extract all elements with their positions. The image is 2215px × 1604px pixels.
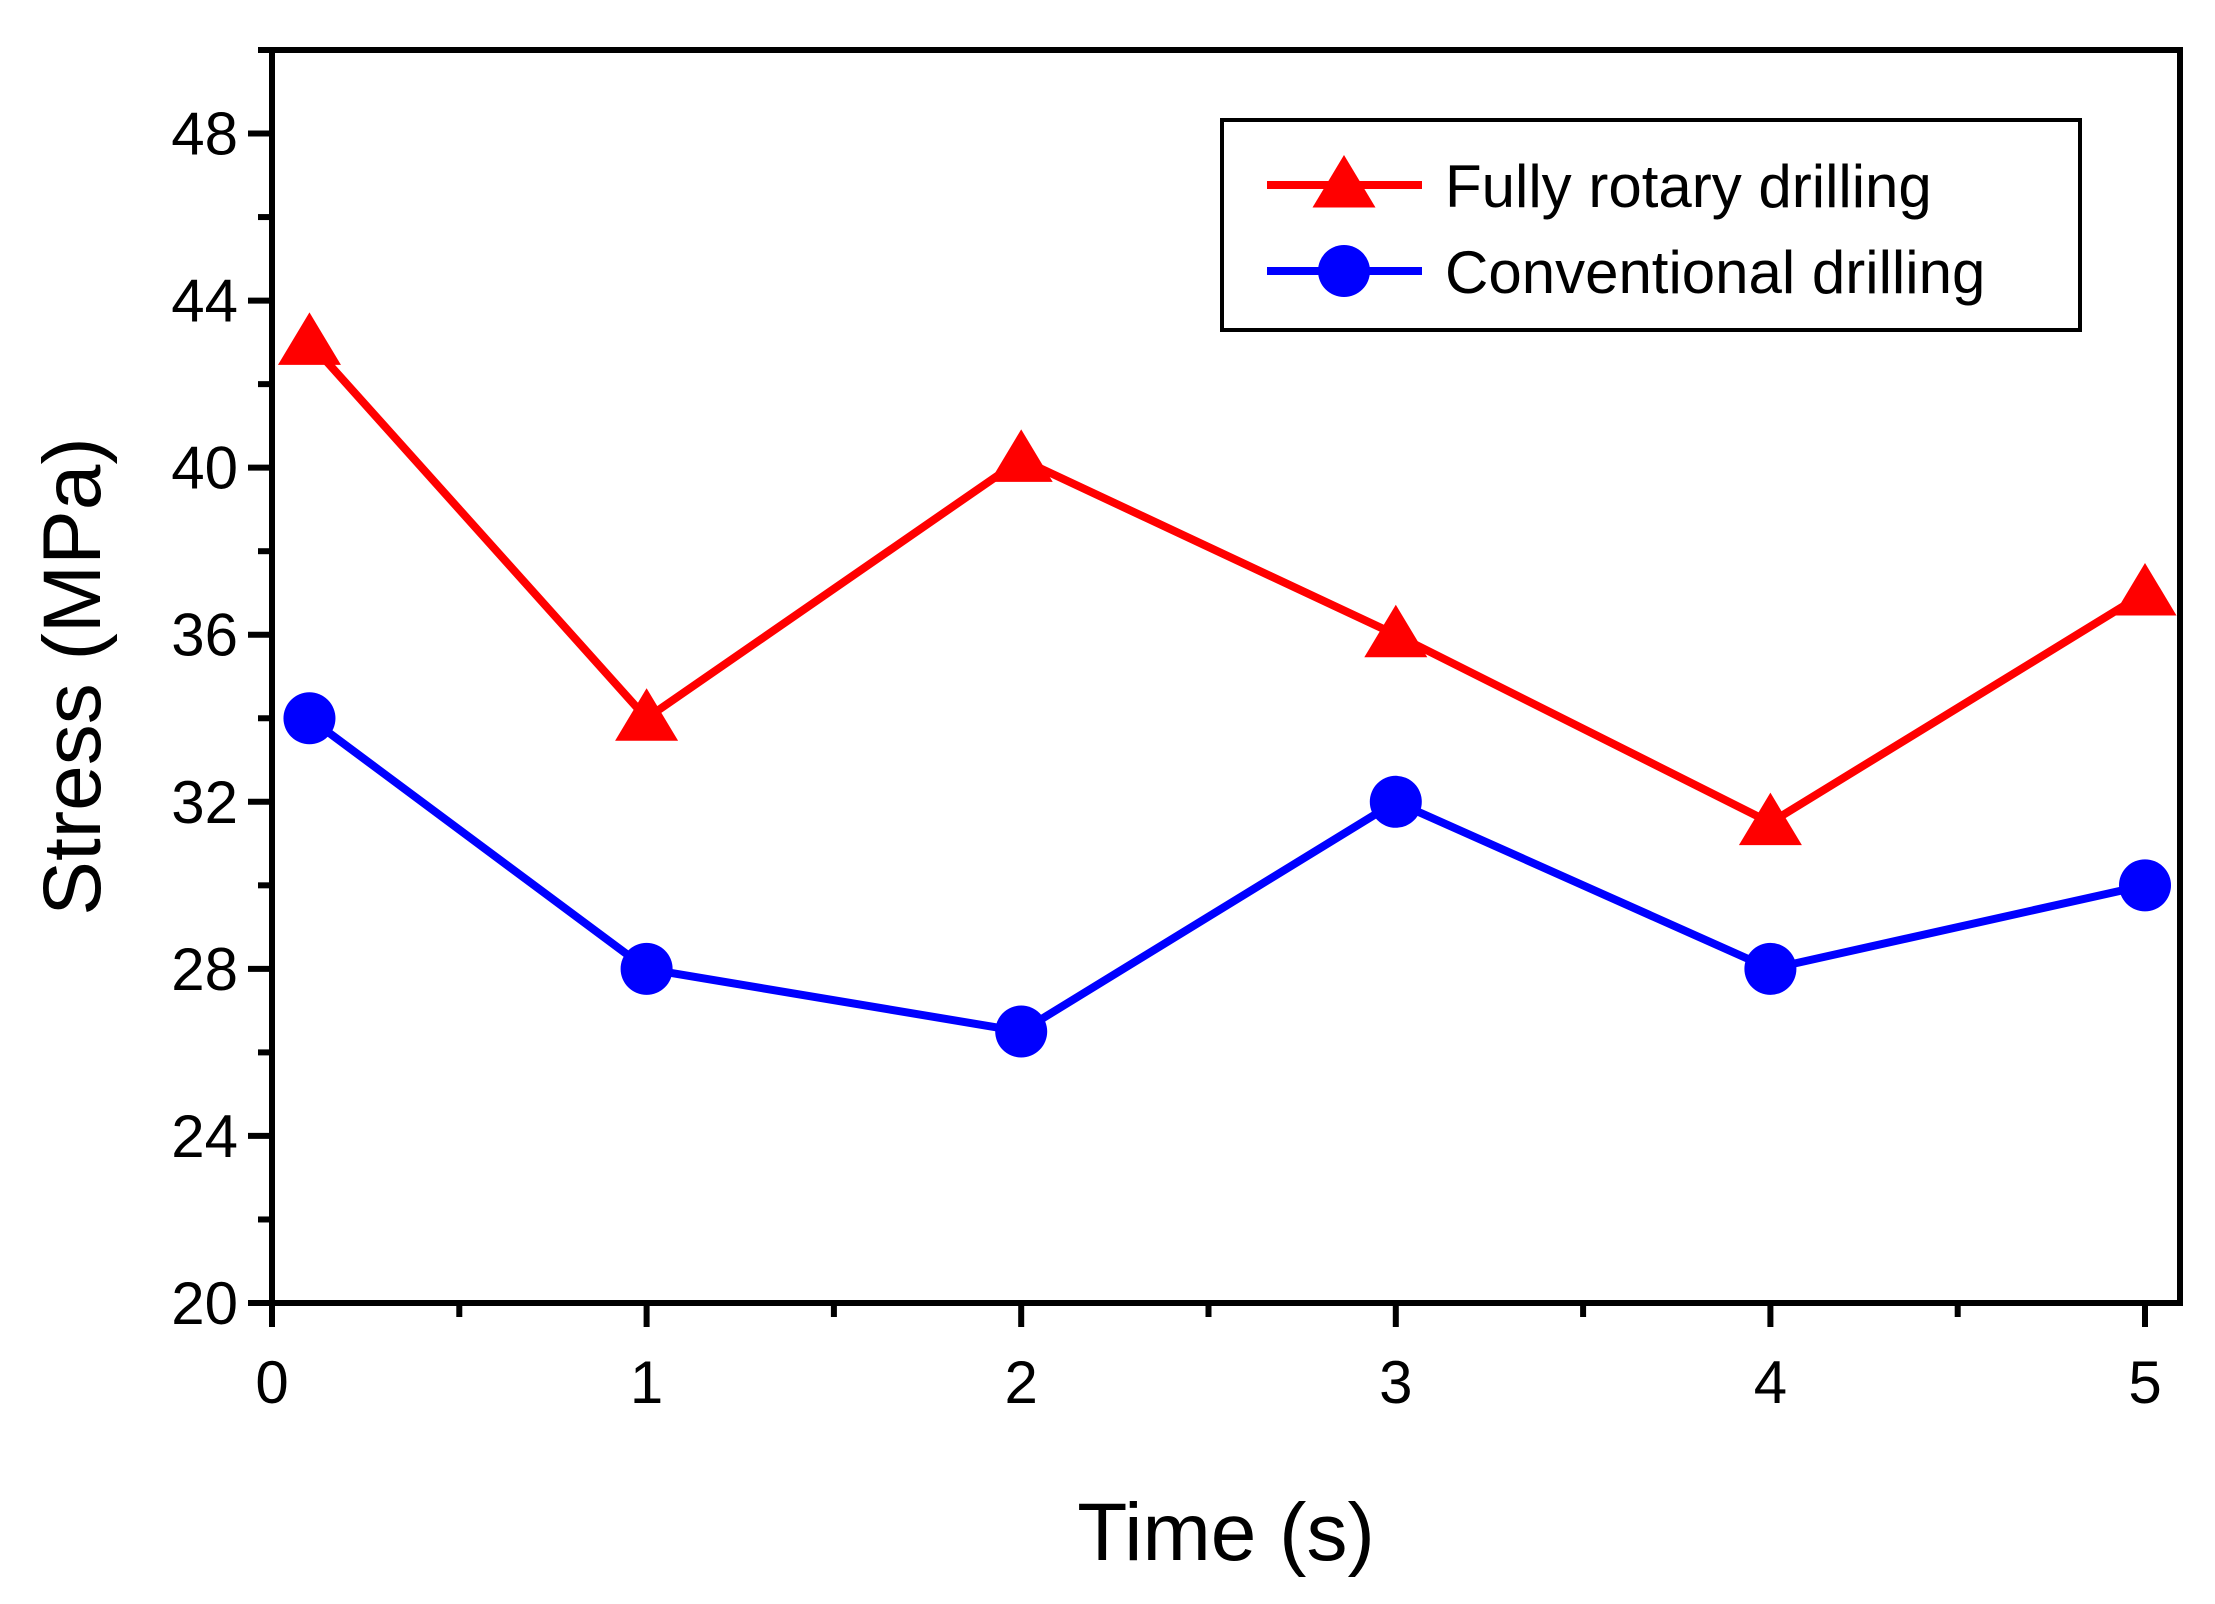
series-2 — [283, 692, 2171, 1058]
data-point-triangle — [1738, 792, 1802, 846]
x-tick-label: 4 — [1754, 1349, 1787, 1416]
data-point-circle — [620, 942, 673, 995]
legend-label: Fully rotary drilling — [1445, 153, 1932, 220]
data-point-circle — [995, 1005, 1048, 1058]
x-tick-label: 1 — [630, 1349, 663, 1416]
legend-marker-circle — [1318, 245, 1370, 297]
data-point-triangle — [989, 429, 1053, 482]
data-point-circle — [1744, 942, 1797, 995]
series-line — [307, 715, 2146, 1036]
data-point-circle — [283, 692, 336, 745]
major-ticks — [248, 130, 2148, 1327]
series-1 — [277, 312, 2177, 846]
y-tick-label: 20 — [171, 1270, 238, 1337]
x-tick-label: 5 — [2128, 1349, 2161, 1416]
plot-frame — [269, 47, 2183, 1306]
y-tick-label: 28 — [171, 936, 238, 1003]
legend-entry: Conventional drilling — [1267, 239, 1985, 306]
y-tick-label: 24 — [171, 1103, 238, 1170]
x-axis-title: Time (s) — [1077, 1487, 1375, 1578]
y-tick-label: 32 — [171, 769, 238, 836]
legend: Fully rotary drilling Conventional drilli… — [1220, 118, 2082, 332]
y-tick-label: 48 — [171, 101, 238, 168]
y-axis-title: Stress (MPa) — [27, 437, 118, 915]
data-point-triangle — [2113, 562, 2177, 616]
legend-entry: Fully rotary drilling — [1267, 153, 1932, 220]
x-tick-label: 2 — [1005, 1349, 1038, 1416]
y-tick-label: 36 — [171, 602, 238, 669]
y-tick-label: 40 — [171, 435, 238, 502]
data-point-circle — [1369, 775, 1422, 828]
data-point-circle — [2119, 859, 2171, 912]
tick-labels: 20 24 28 32 36 40 44 48 0 1 2 3 4 5 — [171, 101, 2161, 1416]
series-line — [306, 339, 2148, 828]
legend-box — [1220, 118, 2082, 332]
series-layer — [277, 312, 2177, 1058]
x-tick-label: 3 — [1379, 1349, 1412, 1416]
legend-label: Conventional drilling — [1445, 239, 1985, 306]
data-point-triangle — [615, 688, 679, 741]
data-point-triangle — [1364, 604, 1428, 658]
data-point-triangle — [277, 312, 341, 365]
x-tick-label: 0 — [255, 1349, 288, 1416]
legend-entries: Fully rotary drilling Conventional drilli… — [1267, 153, 1985, 306]
legend-marker-triangle — [1312, 155, 1376, 208]
y-tick-label: 44 — [171, 268, 238, 335]
